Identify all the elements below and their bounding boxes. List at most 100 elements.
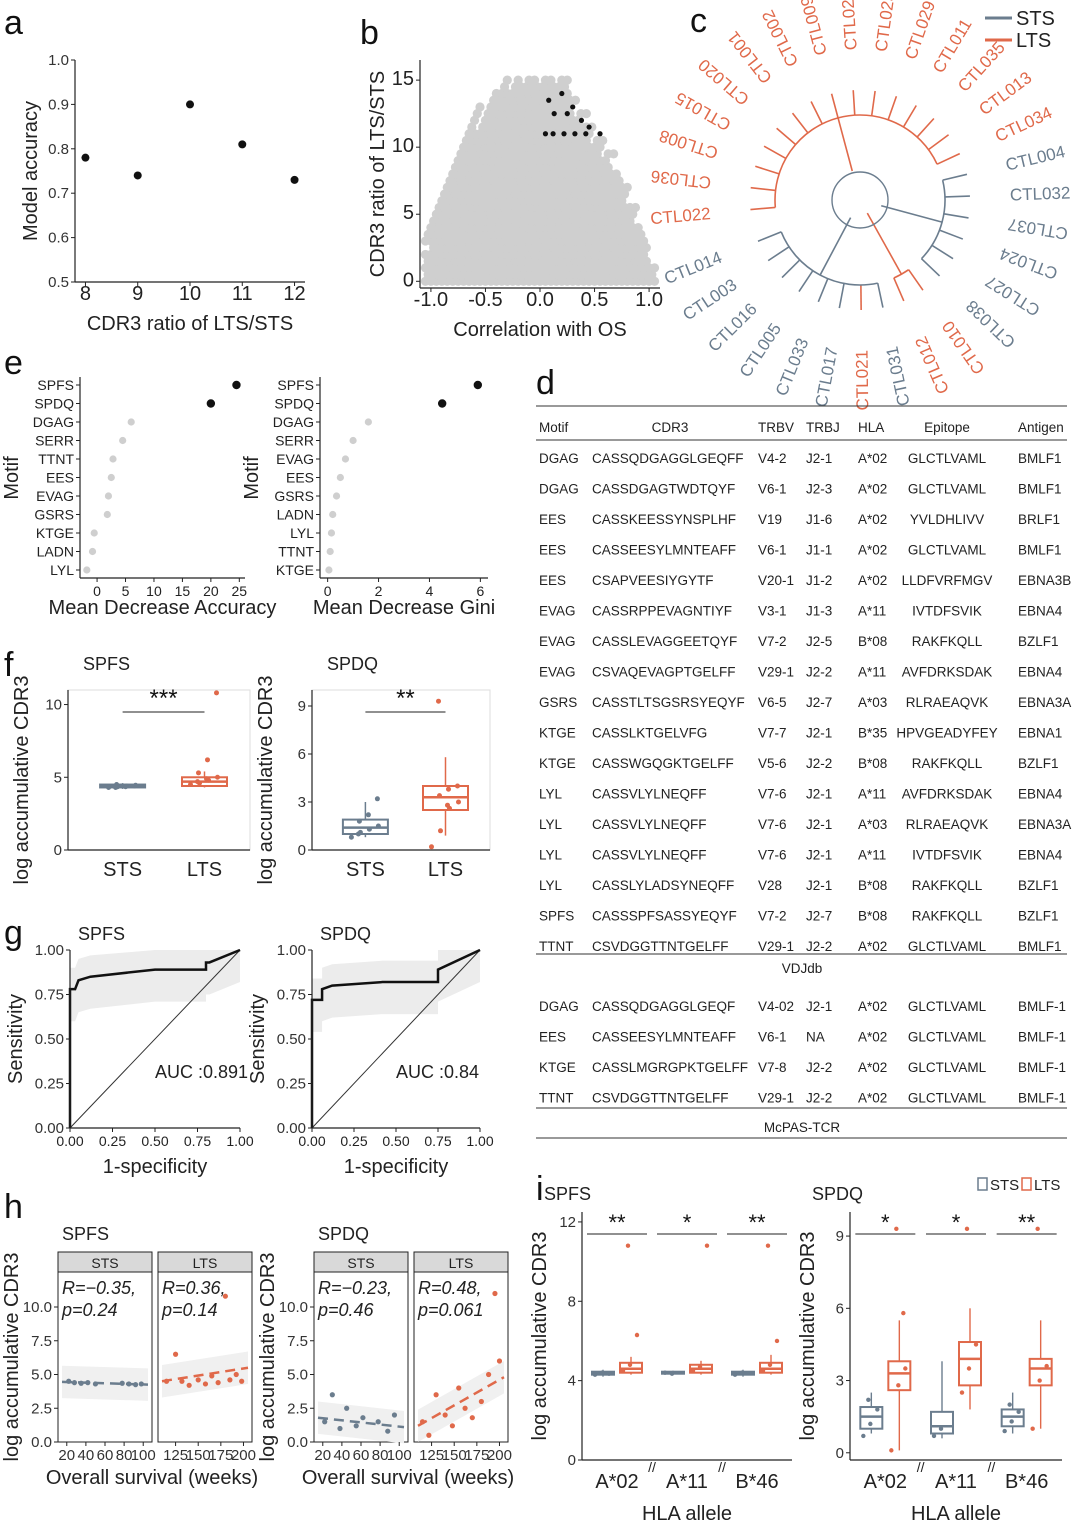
f2-title: SPDQ xyxy=(327,654,378,674)
h2-point xyxy=(442,1412,448,1418)
table-cell: CASSRPPEVAGNTIYF xyxy=(592,604,732,619)
panel-letter-f: f xyxy=(4,646,14,684)
f1-ytick-label: 10 xyxy=(45,697,62,714)
table-cell: CASSEESYLMNTEAFF xyxy=(592,1030,736,1045)
table-cell: J2-1 xyxy=(806,999,832,1014)
e1-point xyxy=(83,566,91,574)
table-cell: A*03 xyxy=(858,817,887,832)
e2-x-label: Mean Decrease Gini xyxy=(313,597,495,619)
table-cell: A*02 xyxy=(858,1030,887,1045)
b-hex-cell xyxy=(513,75,523,85)
table-cell: J2-1 xyxy=(806,787,832,802)
i1-xtick-label: A*11 xyxy=(666,1471,708,1493)
i2-point xyxy=(966,1366,972,1371)
h1-trend-band xyxy=(62,1365,148,1401)
table-cell: A*02 xyxy=(858,1060,887,1075)
i2-y-label: log accumulative CDR3 xyxy=(797,1232,819,1441)
h1-trend-line xyxy=(61,1380,149,1386)
a-xtick-label: 11 xyxy=(232,283,253,305)
g2-y-label: Sensitivity xyxy=(247,994,269,1084)
table-cell: J2-2 xyxy=(806,1091,832,1106)
b-ytick-label: 5 xyxy=(403,202,414,224)
c-leaf-label: CTL014 xyxy=(661,248,724,288)
table-cell: BZLF1 xyxy=(1018,756,1059,771)
i2-point xyxy=(901,1310,906,1316)
e1-ytick-label: EES xyxy=(46,470,74,486)
table-cell: GLCTLVAML xyxy=(908,451,987,466)
table-cell: RLRAEAQVK xyxy=(906,695,989,710)
e1-xtick-label: 0 xyxy=(93,583,101,599)
b-highlight-point xyxy=(572,131,578,137)
e1-point xyxy=(119,436,127,445)
f2-point xyxy=(375,823,381,829)
h2-xtick-label: 20 xyxy=(314,1447,331,1464)
c-cluster-stem xyxy=(881,204,943,223)
table-cell: LLDFVRFMGV xyxy=(902,573,993,588)
e1-ytick-label: EVAG xyxy=(36,488,74,504)
h2-stat-p: p=0.46 xyxy=(317,1300,375,1320)
a-x-label: CDR3 ratio of LTS/STS xyxy=(87,313,293,335)
b-hex-cell xyxy=(622,182,632,193)
f1-point xyxy=(214,690,219,696)
table-cell: A*11 xyxy=(858,787,886,802)
f1-y-label: log accumulative CDR3 xyxy=(11,676,33,885)
i1-ytick-label: 8 xyxy=(568,1293,576,1310)
i1-sig-label: * xyxy=(683,1210,692,1235)
h1-stat-p: p=0.14 xyxy=(161,1300,218,1320)
b-xtick-label: 0.5 xyxy=(581,289,609,311)
table-cell: V5-6 xyxy=(758,756,787,771)
i1-point xyxy=(669,1371,675,1376)
b-highlight-point xyxy=(570,104,576,110)
i1-axis-break: // xyxy=(648,1459,656,1475)
f1-xtick-label: STS xyxy=(103,859,142,881)
b-highlight-point xyxy=(546,97,552,103)
g1-ytick-label: 0.25 xyxy=(35,1076,64,1093)
table-cell: J2-7 xyxy=(806,695,832,710)
e2-point xyxy=(473,380,483,390)
table-cell: V6-1 xyxy=(758,482,787,497)
c-leaf-label: CTL029 xyxy=(901,0,939,62)
g2-xtick-label: 0.50 xyxy=(382,1133,409,1149)
c-leaf-branch xyxy=(870,90,876,116)
h2-xtick-label: 80 xyxy=(372,1447,389,1464)
i2-point xyxy=(1016,1409,1021,1415)
h2-xtick-label: 60 xyxy=(353,1447,370,1464)
c-leaf-branch xyxy=(920,258,941,277)
h1-facet-panel xyxy=(157,1271,253,1443)
h2-ytick-label: 0.0 xyxy=(287,1434,308,1451)
table-cell: CASSQDGAGGLGEQF xyxy=(592,999,735,1014)
table-cell: B*08 xyxy=(858,756,887,771)
table-cell: GLCTLVAML xyxy=(908,482,987,497)
panel-letter-e: e xyxy=(4,344,23,382)
table-cell: CASSQDGAGGLGEQFF xyxy=(592,451,744,466)
i2-point xyxy=(1009,1419,1014,1424)
c-leaf-label: CTL008 xyxy=(657,126,720,163)
h1-point xyxy=(179,1378,185,1384)
i1-point xyxy=(765,1243,771,1248)
g2-title: SPDQ xyxy=(320,924,371,944)
table-cell: V7-2 xyxy=(758,634,787,649)
f2-ytick-label: 3 xyxy=(298,794,306,811)
i2-point xyxy=(1044,1363,1049,1369)
i1-y-label: log accumulative CDR3 xyxy=(529,1232,551,1441)
h1-point xyxy=(172,1351,179,1357)
i1-sig-label: ** xyxy=(748,1210,766,1235)
table-cell: A*02 xyxy=(858,451,887,466)
table-cell: EES xyxy=(539,512,566,527)
i1-xtick-label: B*46 xyxy=(735,1471,778,1493)
table-cell: EBNA4 xyxy=(1018,604,1063,619)
e1-xtick-label: 20 xyxy=(203,583,219,599)
table-cell: V6-5 xyxy=(758,695,787,710)
table-cell: J2-1 xyxy=(806,878,832,893)
table-cell: BMLF-1 xyxy=(1018,1060,1066,1075)
c-leaf-label: CTL012 xyxy=(911,334,953,397)
table-header-motif: Motif xyxy=(539,420,569,435)
c-leaf-branch xyxy=(757,231,782,242)
panel-letter-h: h xyxy=(4,1188,23,1226)
a-y-label: Model accuracy xyxy=(20,101,42,241)
c-leaf-branch xyxy=(810,101,823,125)
table-cell: CASSKEESSYNSPLHF xyxy=(592,512,736,527)
table-header-hla: HLA xyxy=(858,420,884,435)
table-cell: EBNA3A xyxy=(1018,695,1071,710)
